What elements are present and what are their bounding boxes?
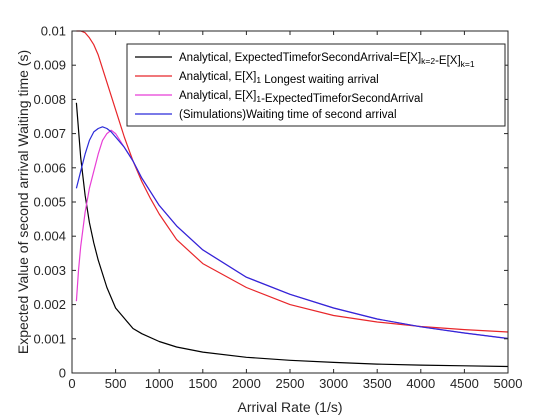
x-tick-label: 2500: [276, 376, 305, 391]
x-tick-label: 3000: [319, 376, 348, 391]
x-tick-label: 2000: [232, 376, 261, 391]
legend: Analytical, ExpectedTimeforSecondArrival…: [126, 43, 506, 127]
x-tick-label: 5000: [494, 376, 523, 391]
legend-entry-4: (Simulations)Waiting time of second arri…: [179, 109, 397, 121]
x-axis-label: Arrival Rate (1/s): [237, 399, 342, 415]
series-line-4: [75, 126, 509, 340]
series-line-1: [75, 102, 509, 368]
x-tick-label: 1000: [145, 376, 174, 391]
x-tick-label: 4500: [450, 376, 479, 391]
y-tick-label: 0.004: [33, 229, 66, 244]
y-tick-label: 0: [59, 366, 66, 381]
legend-entry-1: Analytical, ExpectedTimeforSecondArrival…: [179, 52, 475, 69]
legend-entry-3: Analytical, E[X]1-ExpectedTimeforSecondA…: [179, 90, 423, 105]
series-layer: [75, 30, 509, 368]
y-tick-label: 0.003: [33, 263, 66, 278]
axes-layer: 0 500 1000 1500 2000 2500 3000 3500 4000 4500 5000…: [33, 24, 522, 392]
y-tick-label: 0.006: [33, 160, 66, 175]
x-tick-label: 0: [68, 376, 75, 391]
legend-box: [126, 43, 506, 127]
y-axis-label: Expected Value of second arrival Waiting…: [15, 50, 31, 354]
x-tick-label: 4000: [406, 376, 435, 391]
y-tick-label: 0.001: [33, 331, 66, 346]
x-tick-label: 500: [105, 376, 127, 391]
y-tick-label: 0.007: [33, 126, 66, 141]
legend-entry-2: Analytical, E[X]1 Longest waiting arriva…: [179, 71, 379, 86]
y-tick-label: 0.008: [33, 92, 66, 107]
y-tick-label: 0.01: [41, 24, 66, 39]
series-line-2: [76, 30, 509, 333]
y-tick-label: 0.009: [33, 58, 66, 73]
x-tick-label: 3500: [363, 376, 392, 391]
y-tick-label: 0.002: [33, 297, 66, 312]
y-tick-label: 0.005: [33, 195, 66, 210]
x-tick-label: 1500: [188, 376, 217, 391]
